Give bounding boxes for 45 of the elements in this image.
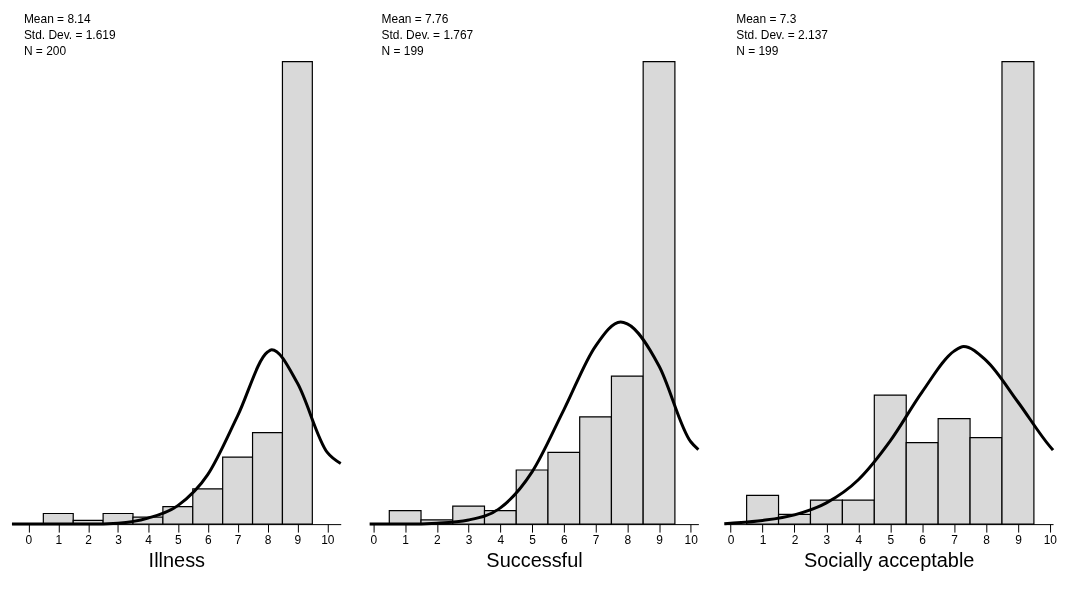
text: Mean = 7.3 — [736, 12, 797, 26]
x-tick-label: 0 — [370, 532, 378, 547]
x-tick-label: 6 — [204, 532, 212, 547]
x-tick-label: 8 — [264, 532, 272, 547]
x-tick-label: 5 — [529, 532, 537, 547]
x-tick-label: 0 — [25, 532, 33, 547]
x-tick-label: 2 — [85, 532, 93, 547]
x-tick-label: 4 — [497, 532, 505, 547]
text: N = 200 — [23, 43, 67, 58]
x-tick-label: 10 — [1043, 532, 1058, 547]
x-tick-label: 7 — [951, 532, 959, 547]
x-tick-label: 3 — [823, 532, 831, 547]
x-tick-label: 3 — [115, 532, 123, 547]
x-tick-label: 4 — [145, 532, 153, 547]
x-axis-title: Illness — [148, 549, 206, 572]
x-tick-label: 6 — [919, 532, 927, 547]
text: Mean = 7.76 — [381, 12, 449, 26]
x-tick-label: 9 — [294, 532, 302, 547]
x-tick-label: 0 — [727, 532, 735, 547]
x-tick-label: 7 — [592, 532, 600, 547]
x-tick-label: 8 — [624, 532, 632, 547]
x-tick-label: 2 — [791, 532, 799, 547]
x-tick-label: 1 — [55, 532, 63, 547]
text: Std. Dev. = 1.619 — [23, 27, 116, 42]
text: N = 199 — [736, 43, 779, 58]
text: Mean = 8.14 — [23, 12, 91, 26]
x-tick-label: 9 — [656, 532, 664, 547]
x-axis-title: Socially acceptable — [803, 549, 975, 572]
x-tick-label: 9 — [1015, 532, 1023, 547]
x-tick-label: 1 — [402, 532, 410, 547]
x-tick-label: 5 — [175, 532, 183, 547]
text: Std. Dev. = 2.137 — [736, 27, 829, 42]
x-tick-label: 2 — [434, 532, 442, 547]
x-tick-label: 4 — [855, 532, 863, 547]
text: N = 199 — [381, 43, 425, 58]
x-tick-label: 10 — [321, 532, 335, 547]
x-tick-label: 1 — [759, 532, 767, 547]
x-tick-label: 10 — [684, 532, 699, 547]
x-tick-label: 6 — [561, 532, 569, 547]
x-tick-label: 8 — [983, 532, 991, 547]
x-axis-title: Successful — [486, 549, 583, 572]
x-tick-label: 5 — [887, 532, 895, 547]
x-tick-label: 7 — [234, 532, 242, 547]
text: Std. Dev. = 1.767 — [381, 27, 474, 42]
x-tick-label: 3 — [465, 532, 473, 547]
